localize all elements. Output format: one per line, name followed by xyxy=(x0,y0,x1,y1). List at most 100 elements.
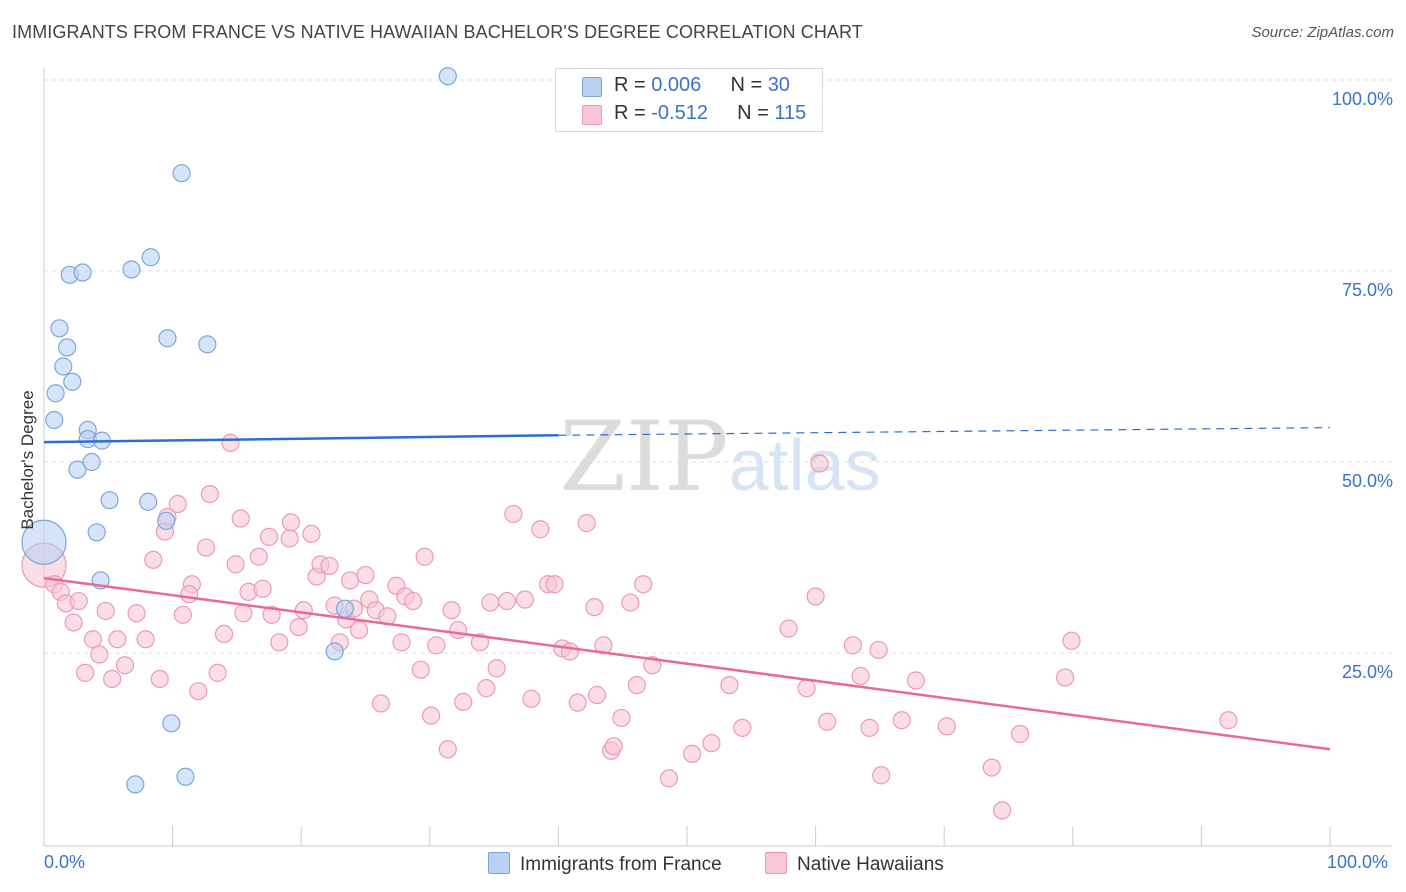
immigrants-from-france-point xyxy=(58,338,77,357)
native-hawaiians-point xyxy=(560,642,580,661)
native-hawaiians-point xyxy=(643,656,662,675)
native-hawaiians-point xyxy=(477,679,496,698)
native-hawaiians-point xyxy=(180,585,199,604)
native-hawaiians-point xyxy=(259,527,279,546)
axes xyxy=(43,68,1392,847)
native-hawaiians-point xyxy=(906,671,926,690)
immigrants-from-france-point xyxy=(335,599,355,618)
native-hawaiians-point xyxy=(577,514,596,533)
native-hawaiians-point xyxy=(634,575,653,594)
native-hawaiians-point xyxy=(504,504,523,524)
native-hawaiians-point xyxy=(281,513,301,532)
native-hawaiians-point xyxy=(702,734,721,753)
native-hawaiians-point xyxy=(585,598,604,617)
native-hawaiians-point xyxy=(531,520,550,539)
native-hawaiians-point xyxy=(403,591,423,611)
france-legend-swatch xyxy=(488,852,510,874)
y-tick-label: 50.0% xyxy=(1342,471,1393,491)
native-hawaiians-point xyxy=(892,711,911,730)
native-hawaiians-point xyxy=(371,694,391,713)
legend-n-value-france: 30 xyxy=(767,74,790,96)
immigrants-from-france-point xyxy=(45,410,64,430)
native-hawaiians-point xyxy=(349,620,369,640)
native-hawaiians-point xyxy=(294,601,313,620)
legend-r-value-hawaii: -0.512 xyxy=(651,102,708,124)
watermark-zip: ZIP xyxy=(559,401,728,513)
france-trend-extension xyxy=(558,427,1331,436)
trend-lines xyxy=(43,427,1331,751)
native-hawaiians-point xyxy=(545,575,564,594)
native-hawaiians-point xyxy=(797,679,816,698)
y-tick-label: 75.0% xyxy=(1342,280,1393,300)
native-hawaiians-point xyxy=(604,737,623,756)
immigrants-from-france-point xyxy=(50,319,69,338)
native-hawaiians-point xyxy=(249,547,268,566)
native-hawaiians-point xyxy=(127,604,146,623)
native-hawaiians-point xyxy=(937,717,956,736)
native-hawaiians-point xyxy=(421,706,441,725)
legend-n-label: N = xyxy=(730,74,768,96)
native-hawaiians-point xyxy=(1055,668,1075,687)
immigrants-from-france-point xyxy=(139,492,158,511)
immigrants-from-france-point xyxy=(73,263,92,282)
native-hawaiians-point xyxy=(1010,724,1030,744)
native-hawaiians-point xyxy=(621,593,640,612)
native-hawaiians-point xyxy=(594,636,613,655)
native-hawaiians-point xyxy=(470,633,490,652)
native-hawaiians-point xyxy=(150,669,169,689)
native-hawaiians-point xyxy=(270,633,289,652)
native-hawaiians-point xyxy=(214,624,234,644)
hawaii-swatch xyxy=(582,105,602,125)
france-trend-line xyxy=(43,434,559,444)
native-hawaiians-point xyxy=(481,593,500,612)
native-hawaiians-point xyxy=(226,555,245,574)
x-tick-left: 0.0% xyxy=(44,852,86,872)
immigrants-from-france-point xyxy=(63,372,82,391)
native-hawaiians-point xyxy=(872,766,891,785)
immigrants-from-france-point xyxy=(82,452,101,472)
immigrants-from-france-point xyxy=(162,714,181,733)
native-hawaiians-point xyxy=(454,692,473,711)
native-hawaiians-point xyxy=(1219,711,1238,730)
native-hawaiians-point xyxy=(189,682,208,701)
series-immigrants-from-france xyxy=(21,67,457,794)
native-hawaiians-point xyxy=(103,669,122,689)
native-hawaiians-point xyxy=(196,538,216,557)
chart-source: Source: ZipAtlas.com xyxy=(1251,24,1394,41)
y-tick-label: 25.0% xyxy=(1342,662,1393,682)
legend-r-label: R = xyxy=(614,102,652,124)
immigrants-from-france-point xyxy=(176,767,195,786)
native-hawaiians-point xyxy=(168,494,187,514)
gridlines xyxy=(44,79,1392,654)
native-hawaiians-point xyxy=(627,675,646,695)
bottom-legend-hawaii: Native Hawaiians xyxy=(765,852,944,876)
immigrants-from-france-point xyxy=(54,357,73,376)
legend-r-value-france: 0.006 xyxy=(651,74,702,96)
france-swatch xyxy=(582,77,602,97)
native-hawaiians-point xyxy=(200,484,219,504)
native-hawaiians-point xyxy=(487,659,506,678)
immigrants-from-france-point xyxy=(198,335,217,354)
immigrants-from-france-point xyxy=(158,329,177,348)
native-hawaiians-point xyxy=(231,509,250,528)
native-hawaiians-point xyxy=(810,454,829,473)
native-hawaiians-point xyxy=(90,645,109,664)
native-hawaiians-point xyxy=(587,685,607,705)
native-hawaiians-point xyxy=(96,601,115,621)
native-hawaiians-point xyxy=(234,604,253,623)
native-hawaiians-point xyxy=(612,708,631,728)
native-hawaiians-point xyxy=(415,547,434,566)
hawaii-trend-line xyxy=(43,576,1331,751)
native-hawaiians-point xyxy=(659,769,679,788)
immigrants-from-france-point xyxy=(21,519,67,565)
native-hawaiians-point xyxy=(262,605,281,624)
immigrants-from-france-point xyxy=(68,460,87,479)
native-hawaiians-point xyxy=(869,640,888,660)
native-hawaiians-point xyxy=(733,718,752,737)
immigrants-from-france-point xyxy=(87,523,106,542)
immigrants-from-france-point xyxy=(100,491,119,510)
legend-r-label: R = xyxy=(614,74,652,96)
immigrants-from-france-point xyxy=(325,642,344,661)
native-hawaiians-point xyxy=(411,660,430,679)
